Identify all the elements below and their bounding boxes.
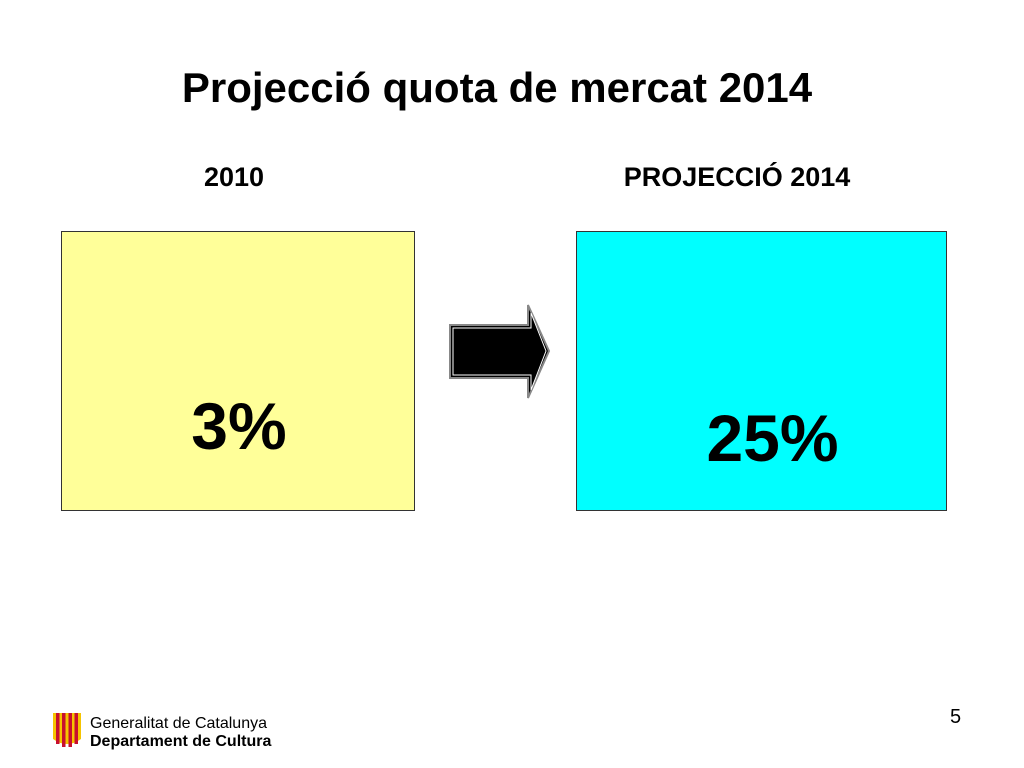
panel-box: 25%: [576, 231, 947, 511]
department: Departament de Cultura: [90, 733, 272, 750]
arrow: [449, 304, 551, 399]
panel-label: PROJECCIÓ 2014: [623, 162, 851, 192]
panel-value: 3%: [191, 389, 287, 463]
page-number: 5: [950, 706, 962, 728]
logo: [53, 713, 81, 747]
panel-label: 2010: [203, 162, 265, 192]
organization: Generalitat de Catalunya: [90, 715, 267, 732]
panel-value: 25%: [706, 401, 839, 475]
panel-box: 3%: [61, 231, 415, 511]
slide-title: Projecció quota de mercat 2014: [181, 64, 813, 111]
